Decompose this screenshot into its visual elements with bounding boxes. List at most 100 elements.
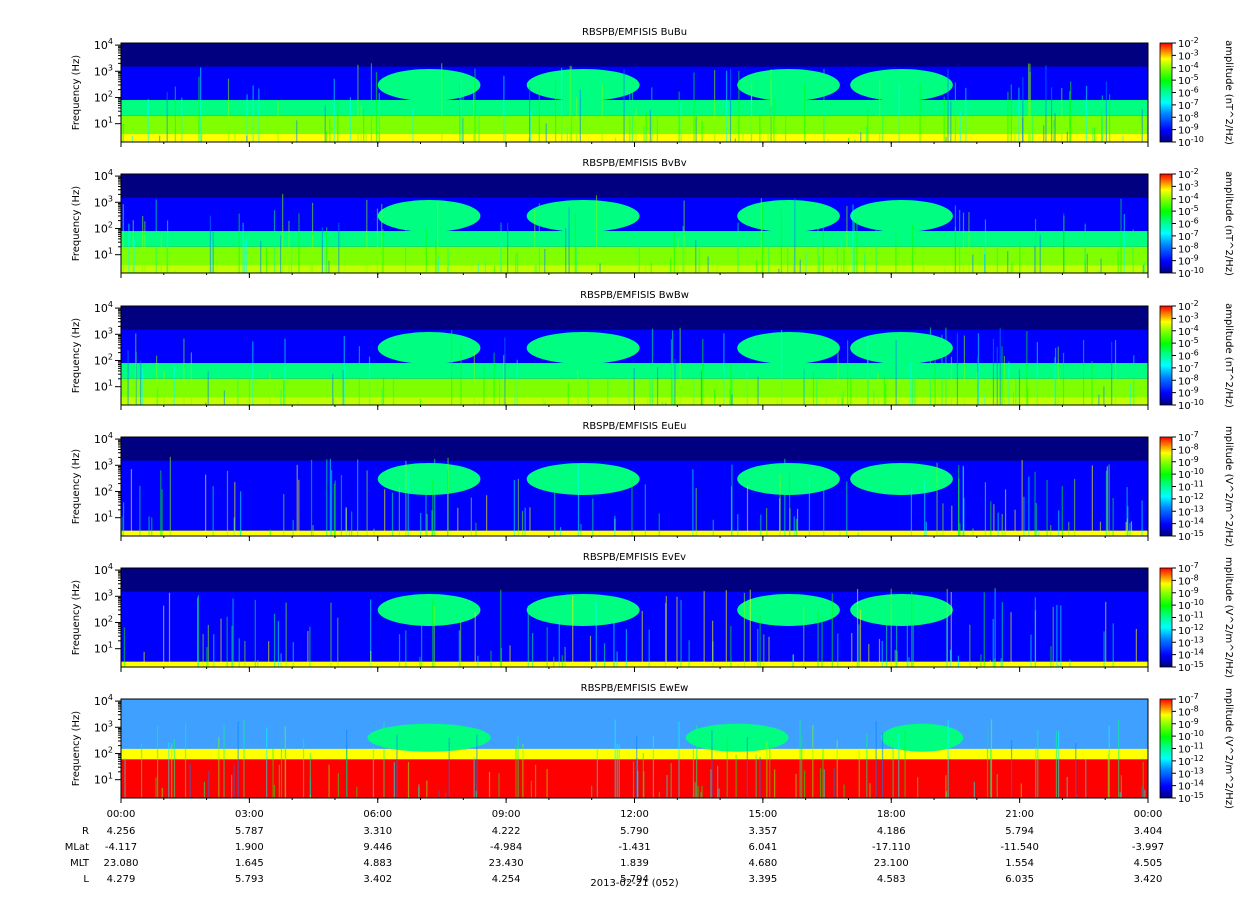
time-streak (595, 601, 597, 667)
time-streak (396, 734, 398, 798)
time-streak (843, 249, 845, 273)
y-tick-label: 101 (94, 116, 113, 131)
time-streak (139, 485, 141, 536)
y-tick-label: 103 (94, 194, 113, 209)
time-streak (694, 782, 696, 798)
time-streak (942, 503, 944, 536)
time-streak (269, 373, 271, 405)
time-streak (868, 643, 870, 667)
time-streak (958, 465, 960, 536)
time-streak (812, 724, 814, 798)
x-tick-label: 00:00 (107, 809, 136, 820)
wave-blob (850, 199, 953, 232)
time-streak (963, 335, 966, 405)
time-streak (431, 510, 433, 536)
time-streak (207, 371, 209, 405)
time-streak (1023, 496, 1025, 536)
x-tick-label: 03:00 (235, 809, 264, 820)
time-streak (155, 777, 157, 798)
colorbar-tick-label: 10-15 (1178, 791, 1204, 805)
time-streak (580, 523, 582, 536)
time-streak (644, 484, 646, 536)
time-streak (665, 403, 667, 405)
time-streak (823, 477, 825, 536)
time-streak (1061, 486, 1063, 536)
time-streak (910, 362, 912, 405)
time-streak (906, 606, 908, 667)
time-streak (1141, 786, 1143, 798)
time-streak (338, 222, 340, 273)
time-streak (516, 359, 518, 405)
time-streak (959, 523, 961, 536)
time-streak (613, 661, 615, 667)
time-streak (437, 201, 439, 273)
time-streak (793, 516, 795, 536)
time-streak (702, 338, 704, 405)
time-streak (473, 352, 475, 405)
time-streak (875, 720, 877, 798)
time-streak (542, 383, 544, 405)
time-streak (530, 109, 532, 142)
spectrogram-image (121, 568, 1148, 667)
time-streak (650, 262, 652, 273)
time-streak (843, 784, 845, 798)
time-streak (238, 638, 240, 667)
time-streak (433, 606, 435, 667)
time-streak (568, 207, 570, 273)
time-streak (884, 665, 886, 667)
time-streak (121, 119, 123, 142)
time-streak (514, 396, 516, 405)
time-streak (268, 641, 270, 667)
time-streak (680, 102, 682, 142)
time-streak (460, 345, 462, 405)
time-streak (836, 740, 838, 798)
ephemeris-value: 9.446 (363, 842, 392, 853)
time-streak (795, 773, 797, 798)
time-streak (924, 480, 926, 536)
time-streak (914, 358, 916, 405)
time-streak (133, 239, 135, 273)
time-streak (477, 263, 479, 273)
time-streak (896, 650, 898, 667)
time-streak (484, 257, 486, 273)
time-streak (793, 253, 795, 273)
time-streak (895, 234, 897, 273)
y-tick-label: 104 (94, 300, 113, 315)
time-streak (596, 748, 598, 798)
time-streak (695, 116, 697, 142)
time-streak (376, 208, 379, 273)
time-streak (569, 65, 571, 142)
ephemeris-value: 4.883 (363, 858, 392, 869)
time-streak (500, 242, 502, 273)
time-streak (513, 479, 515, 536)
time-streak (534, 209, 536, 273)
time-streak (613, 618, 615, 667)
colorbar-label: mplitude (V^2/m^2/Hz) (1223, 688, 1234, 809)
time-streak (784, 458, 786, 536)
time-streak (897, 399, 899, 405)
time-streak (1038, 529, 1040, 536)
time-streak (912, 596, 914, 667)
time-streak (831, 593, 833, 667)
time-streak (574, 213, 576, 273)
time-streak (246, 135, 248, 142)
panel-title: RBSPB/EMFISIS BvBv (582, 158, 686, 169)
time-streak (1142, 264, 1144, 273)
time-streak (851, 633, 853, 667)
time-streak (1069, 91, 1071, 142)
time-streak (234, 482, 236, 536)
time-streak (803, 607, 805, 667)
date-label: 2013-02-21 (052) (590, 878, 678, 889)
time-streak (1122, 135, 1124, 142)
time-streak (292, 519, 294, 536)
time-streak (976, 371, 978, 405)
time-streak (1101, 95, 1104, 142)
time-streak (670, 339, 673, 405)
time-streak (535, 265, 537, 273)
time-streak (848, 137, 850, 142)
time-streak (169, 456, 171, 536)
time-streak (678, 91, 680, 142)
time-streak (490, 650, 492, 667)
time-streak (601, 84, 603, 142)
time-streak (885, 384, 887, 405)
